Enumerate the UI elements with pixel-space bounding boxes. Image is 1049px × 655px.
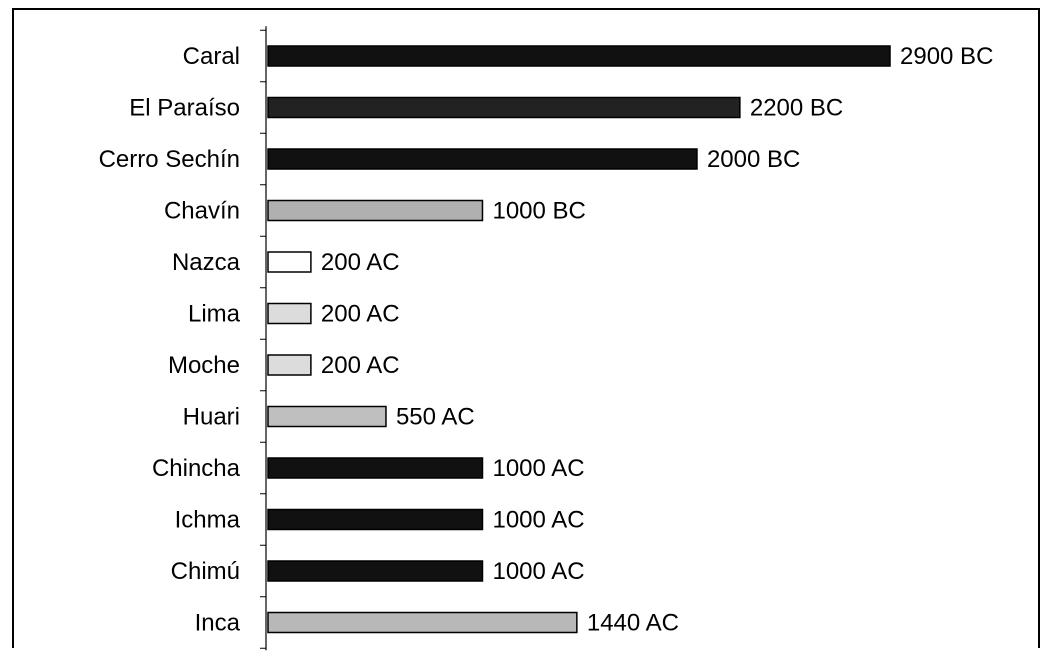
category-label: Nazca [172,249,241,276]
bar [267,45,891,67]
bar [267,560,484,582]
data-label: 1000 AC [492,507,584,534]
category-label: Cerro Sechín [99,146,240,173]
data-label: 200 AC [321,301,400,328]
bar [267,302,312,325]
category-label: Lima [188,301,241,328]
category-label: Huari [183,404,240,431]
data-label: 1000 BC [492,198,585,225]
data-label: 1000 AC [492,558,584,585]
data-label: 1440 AC [587,610,679,637]
category-label: Caral [183,43,240,70]
bar [267,96,741,119]
labels-layer: Caral 2900 BC El Paraíso 2200 BC Cerro Sechí… [99,43,994,637]
category-label: Ichma [175,507,241,534]
data-label: 1000 AC [492,455,584,482]
bar [267,354,312,376]
bar [267,457,484,479]
bar [267,611,578,634]
data-label: 2900 BC [900,43,993,70]
data-label: 200 AC [321,352,400,379]
data-label: 2200 BC [750,95,843,122]
data-label: 200 AC [321,249,400,276]
data-label: 2000 BC [707,146,800,173]
category-label: Chincha [152,455,241,482]
chart-frame [12,8,1040,648]
bar [267,199,484,222]
category-label: Chimú [171,558,240,585]
data-label: 550 AC [396,404,475,431]
bar [267,251,312,273]
bar [267,148,698,170]
category-label: El Paraíso [129,95,240,122]
bars-layer [267,45,891,634]
bar [267,508,484,531]
category-label: Moche [168,352,240,379]
category-label: Inca [195,610,241,637]
category-label: Chavín [164,198,240,225]
axis-layer [260,26,267,651]
bar [267,405,387,428]
